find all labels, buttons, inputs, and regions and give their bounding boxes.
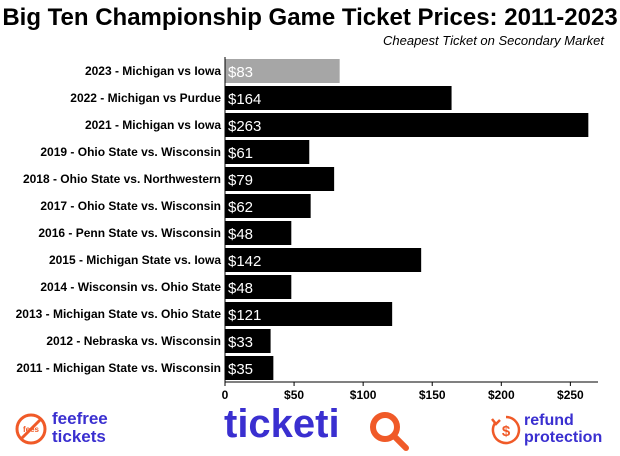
feefree-line2: tickets <box>52 427 106 446</box>
bar <box>225 248 422 272</box>
bar <box>225 221 292 245</box>
bar-chart: 2023 - Michigan vs Iowa $83 2022 - Michiga… <box>16 57 598 400</box>
data-label: $62 <box>228 199 253 216</box>
data-label: $61 <box>228 145 253 162</box>
category-label: 2015 - Michigan State vs. Iowa <box>49 253 221 267</box>
x-tick-label: $250 <box>557 388 584 400</box>
category-label: 2019 - Ohio State vs. Wisconsin <box>40 145 221 159</box>
category-label: 2014 - Wisconsin vs. Ohio State <box>40 280 221 294</box>
x-tick-label: $200 <box>488 388 515 400</box>
data-label: $164 <box>228 91 261 108</box>
bar <box>225 113 589 137</box>
category-label: 2012 - Nebraska vs. Wisconsin <box>46 334 221 348</box>
x-tick-label: $100 <box>350 388 377 400</box>
category-label: 2023 - Michigan vs Iowa <box>85 64 221 78</box>
refund-dollar-icon: $ <box>491 415 521 445</box>
bar <box>225 59 340 83</box>
category-label: 2011 - Michigan State vs. Wisconsin <box>16 361 221 375</box>
fees-stamp-text: fees <box>23 425 40 434</box>
data-label: $33 <box>228 334 253 351</box>
bar <box>225 302 393 326</box>
bar <box>225 356 274 380</box>
category-label: 2018 - Ohio State vs. Northwestern <box>23 172 221 186</box>
chart-subtitle: Cheapest Ticket on Secondary Market <box>383 33 604 48</box>
refund-dollar-symbol: $ <box>502 423 511 440</box>
feefree-tickets-logo: feefree tickets <box>52 410 108 446</box>
bar <box>225 329 271 353</box>
bar <box>225 86 452 110</box>
data-label: $79 <box>228 172 253 189</box>
x-tick-label: $50 <box>284 388 304 400</box>
x-tick-label: $150 <box>419 388 446 400</box>
category-label: 2016 - Penn State vs. Wisconsin <box>38 226 221 240</box>
data-label: $83 <box>228 64 253 81</box>
bar <box>225 194 311 218</box>
refund-line1: refund <box>524 412 574 429</box>
category-label: 2022 - Michigan vs Purdue <box>70 91 221 105</box>
refund-line2: protection <box>524 429 603 446</box>
category-label: 2013 - Michigan State vs. Ohio State <box>16 307 222 321</box>
data-label: $142 <box>228 253 261 270</box>
category-label: 2021 - Michigan vs Iowa <box>85 118 221 132</box>
data-label: $121 <box>228 307 261 324</box>
footer-logos: fees feefree tickets ticketi $ refund pr… <box>0 398 620 456</box>
data-label: $263 <box>228 118 261 135</box>
x-tick-label: 0 <box>222 388 229 400</box>
bar <box>225 275 292 299</box>
refund-protection-logo: refund protection <box>524 412 602 446</box>
data-label: $48 <box>228 280 253 297</box>
feefree-line1: feefree <box>52 409 108 428</box>
no-fees-icon: fees <box>15 413 47 445</box>
chart-title: Big Ten Championship Game Ticket Prices:… <box>2 4 618 31</box>
ticketiq-magnifier-icon <box>370 412 409 451</box>
data-label: $48 <box>228 226 253 243</box>
data-label: $35 <box>228 361 253 378</box>
ticketiq-logo-text: ticketi <box>224 402 340 446</box>
bar <box>225 167 335 191</box>
bar <box>225 140 310 164</box>
category-label: 2017 - Ohio State vs. Wisconsin <box>40 199 221 213</box>
